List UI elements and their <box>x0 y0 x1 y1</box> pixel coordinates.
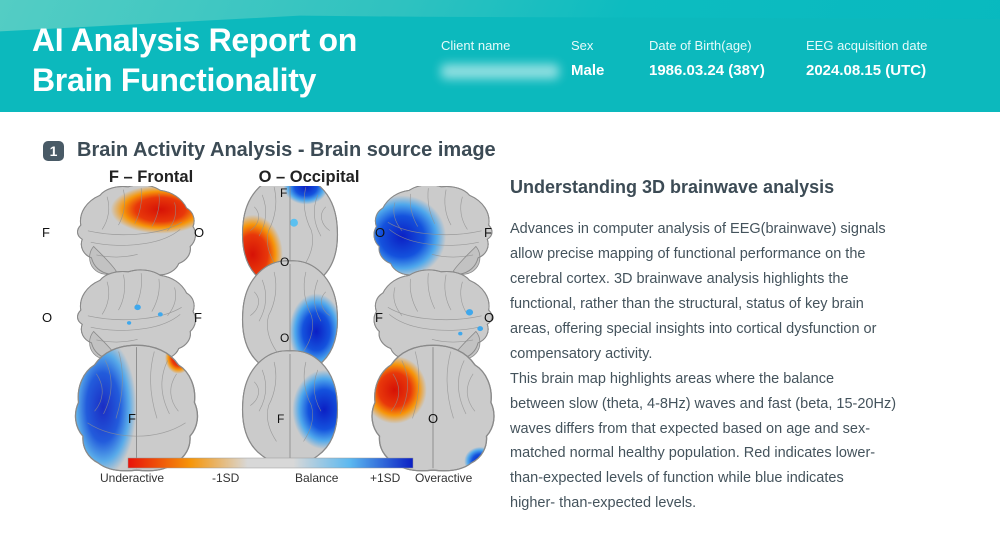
svg-text:F: F <box>375 310 383 325</box>
svg-text:O: O <box>42 310 52 325</box>
svg-text:O: O <box>280 331 289 345</box>
svg-text:F: F <box>194 310 202 325</box>
svg-text:+1SD: +1SD <box>370 471 401 485</box>
svg-text:F: F <box>484 225 492 240</box>
svg-text:F: F <box>42 225 50 240</box>
svg-text:F: F <box>277 412 284 426</box>
svg-text:O: O <box>484 310 494 325</box>
svg-text:Underactive: Underactive <box>100 471 164 485</box>
svg-text:-1SD: -1SD <box>212 471 240 485</box>
svg-text:F: F <box>128 411 136 426</box>
svg-text:O: O <box>194 225 204 240</box>
svg-text:O: O <box>428 411 438 426</box>
svg-text:F: F <box>280 186 287 200</box>
svg-text:O: O <box>375 225 385 240</box>
svg-text:O: O <box>280 255 289 269</box>
svg-text:Overactive: Overactive <box>415 471 473 485</box>
svg-text:Balance: Balance <box>295 471 339 485</box>
